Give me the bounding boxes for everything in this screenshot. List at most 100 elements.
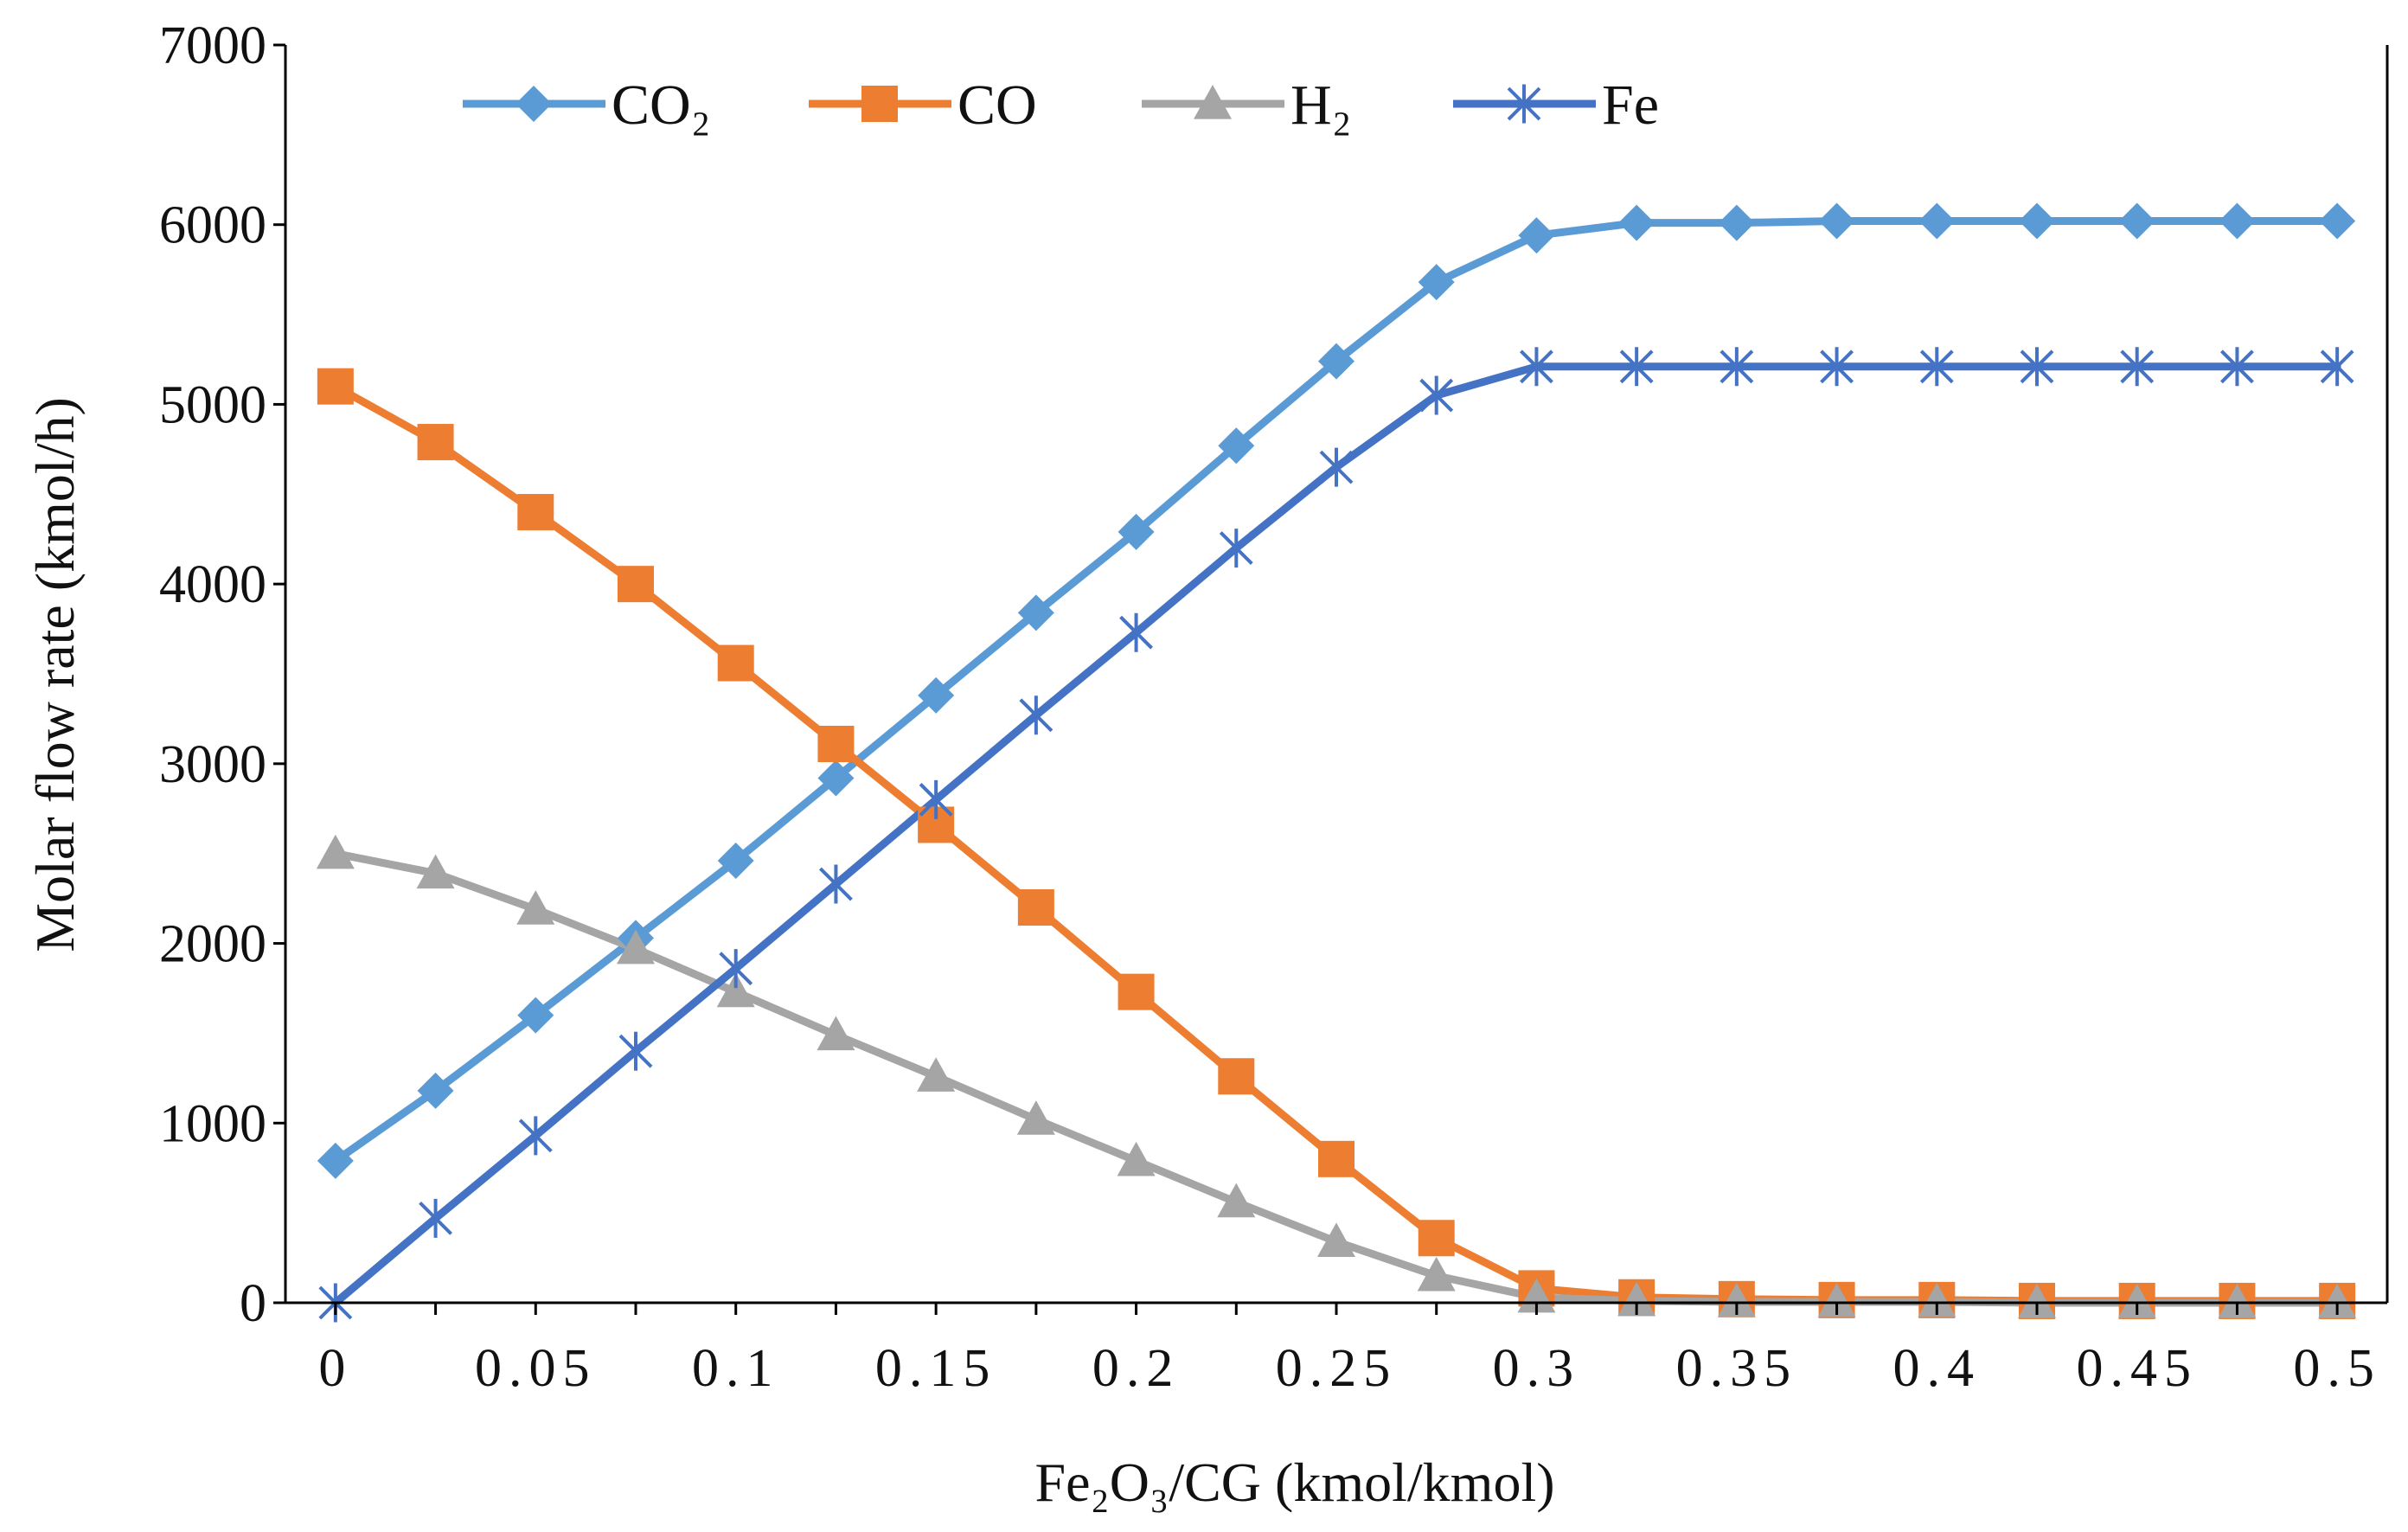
data-point-co2 xyxy=(1718,204,1755,241)
legend-marker-h2 xyxy=(1194,85,1232,119)
data-point-h2 xyxy=(1417,1256,1456,1292)
data-point-h2 xyxy=(1317,1222,1355,1257)
y-tick-label: 3000 xyxy=(159,735,266,794)
data-point-fe xyxy=(2220,347,2254,387)
data-point-fe xyxy=(1019,695,1054,735)
data-point-co xyxy=(1318,1140,1354,1177)
data-point-fe xyxy=(2120,347,2155,387)
x-tick-label: 0.35 xyxy=(1676,1339,1798,1398)
data-point-co xyxy=(717,644,754,682)
data-point-co xyxy=(1118,973,1155,1010)
data-point-co2 xyxy=(2319,202,2356,240)
y-tick-label: 2000 xyxy=(159,915,266,974)
x-tick-label: 0.05 xyxy=(475,1339,597,1398)
x-tick-label: 0.4 xyxy=(1893,1339,1982,1398)
data-point-fe xyxy=(1720,347,1754,387)
y-axis-ticks: 0 1000 2000 3000 4000 5000 6000 7000 xyxy=(159,16,285,1333)
x-tick-label: 0.1 xyxy=(692,1339,780,1398)
data-point-h2 xyxy=(2117,1284,2156,1318)
data-point-h2 xyxy=(1717,1282,1756,1317)
data-point-co2 xyxy=(918,676,955,714)
data-point-co2 xyxy=(2219,202,2256,240)
x-tick-label: 0.5 xyxy=(2293,1339,2381,1398)
y-tick-label: 0 xyxy=(240,1274,266,1333)
data-point-co2 xyxy=(1118,513,1155,550)
legend-marker-fe xyxy=(1507,84,1541,124)
data-point-h2 xyxy=(1016,1100,1055,1135)
legend-marker-co2 xyxy=(516,86,552,122)
data-point-fe xyxy=(719,949,753,989)
data-point-fe xyxy=(1219,529,1253,568)
data-point-h2 xyxy=(817,1016,855,1051)
data-point-co2 xyxy=(817,760,855,797)
data-point-fe xyxy=(919,779,953,819)
legend-label-co: CO xyxy=(957,74,1037,137)
data-point-h2 xyxy=(2318,1284,2357,1318)
data-point-fe xyxy=(1919,347,1954,387)
data-point-fe xyxy=(819,864,853,904)
data-point-h2 xyxy=(516,890,555,925)
data-point-fe xyxy=(1119,612,1153,652)
data-point-fe xyxy=(1820,347,1854,387)
axes xyxy=(284,45,2389,1304)
y-tick-label: 4000 xyxy=(159,555,266,614)
data-point-h2 xyxy=(416,854,455,889)
legend-label-h2: H₂ xyxy=(1290,74,1352,137)
data-point-fe xyxy=(2020,347,2054,387)
data-point-co xyxy=(1017,889,1054,926)
data-point-h2 xyxy=(1817,1282,1856,1317)
data-point-fe xyxy=(1520,347,1553,387)
data-point-co2 xyxy=(2118,202,2155,240)
data-point-co xyxy=(317,368,354,405)
y-tick-label: 5000 xyxy=(159,375,266,434)
series-markers xyxy=(316,202,2357,1323)
data-point-h2 xyxy=(1918,1282,1956,1317)
data-point-fe xyxy=(2320,347,2354,387)
data-point-co2 xyxy=(1318,343,1354,380)
x-tick-label: 0.3 xyxy=(1493,1339,1581,1398)
data-point-co2 xyxy=(1418,264,1455,301)
y-tick-label: 1000 xyxy=(159,1094,266,1153)
x-tick-label: 0.2 xyxy=(1092,1339,1181,1398)
data-point-co2 xyxy=(1918,202,1956,240)
x-tick-label: 0.15 xyxy=(875,1339,997,1398)
data-point-co2 xyxy=(717,843,754,880)
data-point-h2 xyxy=(1217,1183,1256,1218)
data-point-co2 xyxy=(1618,204,1656,241)
y-axis-title: Molar flow rate (kmol/h) xyxy=(24,397,86,952)
legend-label-co2: CO₂ xyxy=(612,74,711,137)
data-point-h2 xyxy=(2018,1284,2056,1318)
data-point-co2 xyxy=(517,997,554,1034)
data-point-co2 xyxy=(2019,202,2055,240)
data-point-co xyxy=(618,566,654,603)
data-point-fe xyxy=(618,1031,653,1071)
data-point-co xyxy=(517,494,554,531)
data-point-fe xyxy=(419,1198,452,1238)
y-tick-label: 7000 xyxy=(159,16,266,75)
data-point-co2 xyxy=(1818,202,1855,240)
data-point-co2 xyxy=(1518,217,1555,254)
data-point-co xyxy=(1418,1220,1455,1257)
legend: CO₂ CO H₂ Fe xyxy=(463,74,1659,137)
data-point-h2 xyxy=(1617,1281,1656,1317)
data-point-h2 xyxy=(716,972,755,1008)
data-point-co xyxy=(817,726,855,763)
data-point-fe xyxy=(1319,447,1354,487)
data-point-fe xyxy=(518,1116,553,1156)
data-point-co xyxy=(417,424,454,461)
data-point-co2 xyxy=(1017,594,1054,631)
data-point-h2 xyxy=(917,1057,956,1092)
x-tick-label: 0 xyxy=(318,1339,352,1398)
legend-label-fe: Fe xyxy=(1602,74,1659,137)
y-tick-label: 6000 xyxy=(159,196,266,255)
data-point-h2 xyxy=(316,834,355,869)
x-tick-label: 0.45 xyxy=(2076,1339,2198,1398)
legend-marker-co xyxy=(861,86,898,122)
data-point-co2 xyxy=(417,1072,454,1109)
data-point-co xyxy=(1218,1058,1255,1095)
data-point-co2 xyxy=(317,1142,354,1179)
data-point-co2 xyxy=(1218,427,1255,465)
data-point-h2 xyxy=(617,929,655,965)
data-point-h2 xyxy=(1117,1141,1156,1176)
